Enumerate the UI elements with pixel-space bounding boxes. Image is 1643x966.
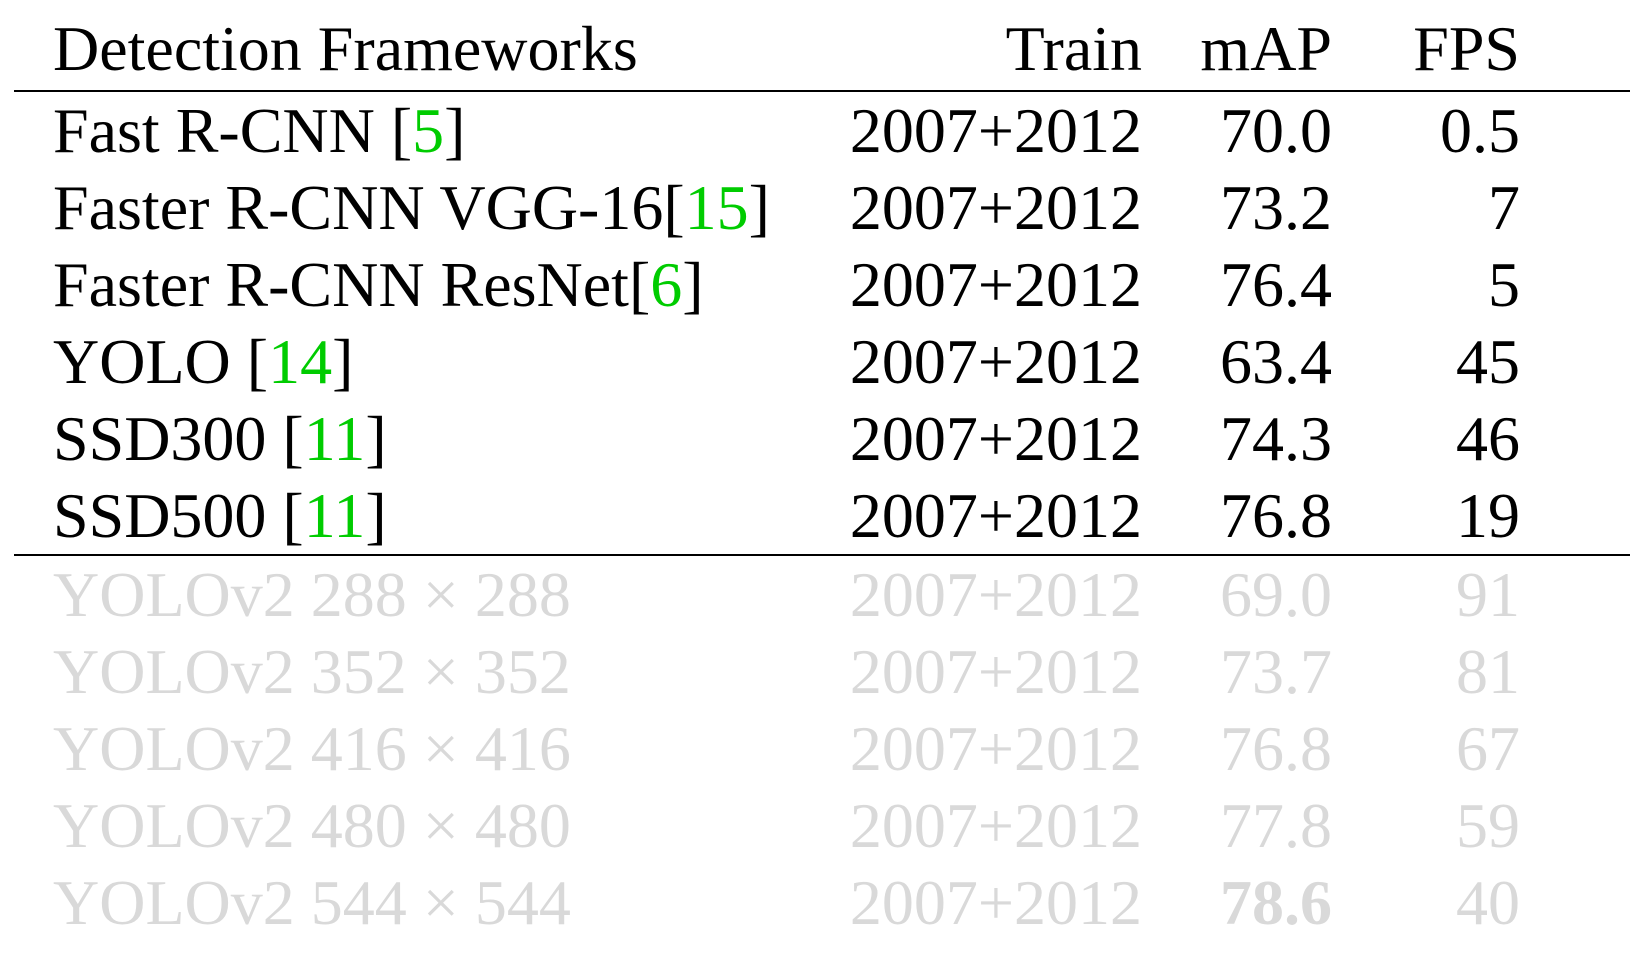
table-row: SSD500 [11] 2007+2012 76.8 19	[14, 477, 1630, 554]
citation-link[interactable]: 14	[268, 326, 333, 397]
fps-cell: 7	[1488, 172, 1520, 243]
train-cell: 2007+2012	[849, 480, 1142, 551]
map-cell: 76.4	[1220, 249, 1332, 320]
map-cell: 63.4	[1220, 326, 1332, 397]
train-cell: 2007+2012	[849, 172, 1142, 243]
map-cell: 74.3	[1220, 403, 1332, 474]
citation-link[interactable]: 6	[650, 249, 683, 320]
framework-name: Faster R-CNN ResNet[6]	[53, 249, 704, 320]
table-row: Faster R-CNN VGG-16[15] 2007+2012 73.2 7	[14, 169, 1630, 246]
map-cell: 77.8	[1220, 790, 1332, 861]
fps-cell: 40	[1456, 867, 1520, 938]
table-row: YOLOv2 416 × 416 2007+2012 76.8 67	[14, 710, 1630, 787]
train-cell: 2007+2012	[849, 636, 1142, 707]
map-cell: 69.0	[1220, 559, 1332, 630]
yolov2-rows: YOLOv2 288 × 288 2007+2012 69.0 91 YOLOv…	[14, 556, 1630, 941]
header-train: Train	[1005, 13, 1142, 84]
framework-name: Fast R-CNN [5]	[53, 95, 466, 166]
framework-name: SSD300 [11]	[53, 403, 387, 474]
table-row: Fast R-CNN [5] 2007+2012 70.0 0.5	[14, 92, 1630, 169]
header-row: Detection Frameworks Train mAP FPS	[14, 10, 1630, 90]
table-row: YOLOv2 544 × 544 2007+2012 78.6 40	[14, 864, 1630, 941]
train-cell: 2007+2012	[849, 249, 1142, 320]
train-cell: 2007+2012	[849, 713, 1142, 784]
citation-link[interactable]: 11	[303, 480, 366, 551]
table-row: YOLO [14] 2007+2012 63.4 45	[14, 323, 1630, 400]
framework-name: YOLOv2 288 × 288	[53, 559, 571, 630]
header-map: mAP	[1200, 13, 1332, 84]
fps-cell: 81	[1456, 636, 1520, 707]
train-cell: 2007+2012	[849, 95, 1142, 166]
train-cell: 2007+2012	[849, 867, 1142, 938]
fps-cell: 46	[1456, 403, 1520, 474]
train-cell: 2007+2012	[849, 403, 1142, 474]
citation-link[interactable]: 11	[303, 403, 366, 474]
fps-cell: 5	[1488, 249, 1520, 320]
baseline-rows: Fast R-CNN [5] 2007+2012 70.0 0.5 Faster…	[14, 92, 1630, 554]
map-cell: 70.0	[1220, 95, 1332, 166]
framework-name: Faster R-CNN VGG-16[15]	[53, 172, 770, 243]
table-row: YOLOv2 480 × 480 2007+2012 77.8 59	[14, 787, 1630, 864]
header-rule	[14, 90, 1630, 92]
table-row: Faster R-CNN ResNet[6] 2007+2012 76.4 5	[14, 246, 1630, 323]
fps-cell: 59	[1456, 790, 1520, 861]
fps-cell: 19	[1456, 480, 1520, 551]
header-fps: FPS	[1413, 13, 1520, 84]
fps-cell: 91	[1456, 559, 1520, 630]
map-cell-best: 78.6	[1220, 867, 1332, 938]
map-cell: 73.2	[1220, 172, 1332, 243]
framework-name: YOLOv2 480 × 480	[53, 790, 571, 861]
train-cell: 2007+2012	[849, 326, 1142, 397]
table-row: YOLOv2 288 × 288 2007+2012 69.0 91	[14, 556, 1630, 633]
framework-name: SSD500 [11]	[53, 480, 387, 551]
framework-name: YOLOv2 416 × 416	[53, 713, 571, 784]
fps-cell: 0.5	[1440, 95, 1520, 166]
citation-link[interactable]: 5	[412, 95, 445, 166]
fps-cell: 45	[1456, 326, 1520, 397]
section-rule	[14, 554, 1630, 556]
map-cell: 73.7	[1220, 636, 1332, 707]
results-table: Detection Frameworks Train mAP FPS Fast …	[14, 10, 1630, 941]
framework-name: YOLO [14]	[53, 326, 354, 397]
map-cell: 76.8	[1220, 480, 1332, 551]
table-row: SSD300 [11] 2007+2012 74.3 46	[14, 400, 1630, 477]
fps-cell: 67	[1456, 713, 1520, 784]
table-row: YOLOv2 352 × 352 2007+2012 73.7 81	[14, 633, 1630, 710]
framework-name: YOLOv2 352 × 352	[53, 636, 571, 707]
framework-name: YOLOv2 544 × 544	[53, 867, 571, 938]
train-cell: 2007+2012	[849, 559, 1142, 630]
train-cell: 2007+2012	[849, 790, 1142, 861]
map-cell: 76.8	[1220, 713, 1332, 784]
citation-link[interactable]: 15	[684, 172, 749, 243]
header-framework: Detection Frameworks	[53, 13, 638, 84]
